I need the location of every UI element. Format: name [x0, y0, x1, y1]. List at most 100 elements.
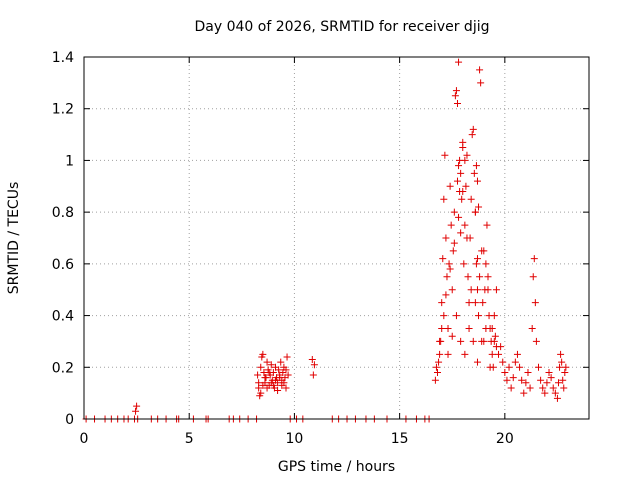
x-axis-title: GPS time / hours	[278, 459, 395, 475]
data-point	[526, 384, 534, 392]
data-point	[265, 368, 273, 376]
data-point	[444, 325, 452, 332]
data-point	[491, 332, 499, 340]
data-point	[132, 407, 140, 415]
data-point	[457, 337, 465, 345]
data-point	[444, 350, 452, 358]
data-point	[467, 195, 475, 203]
y-tick-label: 0	[65, 412, 74, 428]
data-point	[513, 350, 521, 358]
data-point	[464, 273, 472, 281]
data-point	[477, 79, 485, 87]
y-tick-label: 1.4	[52, 50, 74, 66]
data-point	[450, 208, 458, 216]
chart-title: Day 040 of 2026, SRMTID for receiver dji…	[195, 19, 490, 35]
data-point	[277, 358, 285, 366]
data-point	[479, 299, 487, 307]
data-point	[432, 363, 440, 371]
data-point	[442, 234, 450, 242]
data-point	[452, 87, 460, 95]
data-point	[133, 402, 141, 410]
data-point	[518, 376, 526, 384]
x-tick-label: 5	[185, 431, 194, 447]
data-point	[492, 286, 500, 294]
x-tick-label: 20	[496, 431, 514, 447]
data-point	[465, 299, 473, 307]
data-point	[452, 312, 460, 320]
data-point	[450, 239, 458, 247]
data-point	[448, 286, 456, 294]
data-point	[457, 229, 465, 237]
data-point	[507, 384, 515, 392]
data-point	[516, 363, 524, 371]
data-point	[438, 325, 446, 332]
data-point	[473, 286, 481, 294]
data-point	[495, 350, 503, 358]
data-point	[263, 358, 271, 366]
data-point	[473, 358, 481, 366]
data-point	[449, 247, 457, 255]
data-point	[476, 273, 484, 281]
y-tick-label: 0.2	[52, 360, 74, 376]
data-point	[443, 273, 451, 281]
data-point	[484, 286, 492, 294]
data-point	[461, 350, 469, 358]
data-point	[561, 368, 569, 376]
data-point	[483, 221, 491, 229]
data-point	[524, 368, 532, 376]
data-point	[473, 177, 481, 185]
data-point	[257, 363, 265, 371]
data-point	[488, 350, 496, 358]
data-point	[438, 299, 446, 307]
data-point	[453, 100, 461, 108]
data-point	[453, 177, 461, 185]
data-point	[475, 203, 483, 211]
y-tick-label: 1	[65, 153, 74, 169]
data-point	[490, 337, 498, 345]
data-point	[436, 337, 444, 345]
data-point	[462, 182, 470, 190]
data-point	[511, 358, 519, 366]
grid-lines	[83, 56, 589, 420]
y-tick-label: 0.6	[52, 257, 74, 273]
data-point	[478, 337, 486, 345]
data-point	[308, 356, 316, 364]
data-point	[559, 376, 567, 384]
data-point	[455, 58, 463, 66]
data-point	[509, 374, 517, 382]
data-points	[82, 58, 570, 423]
data-point	[480, 247, 488, 255]
data-point	[434, 368, 441, 376]
data-point	[280, 379, 288, 387]
data-point	[551, 389, 559, 397]
data-point	[276, 374, 284, 382]
data-point	[532, 337, 540, 345]
data-point	[558, 358, 566, 366]
data-point	[560, 384, 568, 392]
x-tick-label: 0	[80, 431, 89, 447]
data-point	[468, 131, 476, 139]
data-point	[505, 363, 513, 371]
data-point	[259, 381, 267, 389]
data-point	[541, 389, 549, 397]
data-point	[503, 376, 511, 384]
data-point	[455, 162, 463, 170]
data-point	[263, 384, 271, 392]
data-point	[269, 381, 277, 389]
data-point	[488, 325, 496, 332]
data-point	[463, 151, 471, 159]
data-point	[448, 332, 456, 340]
data-point	[283, 353, 291, 361]
data-point	[445, 260, 453, 268]
data-point	[457, 169, 465, 177]
data-point	[475, 312, 483, 320]
data-point	[484, 273, 492, 281]
x-tick-label: 15	[391, 431, 409, 447]
data-point	[446, 182, 454, 190]
data-point	[254, 371, 262, 379]
x-tick-label: 10	[286, 431, 304, 447]
data-point	[547, 374, 555, 382]
data-point	[545, 368, 553, 376]
data-point	[440, 195, 448, 203]
